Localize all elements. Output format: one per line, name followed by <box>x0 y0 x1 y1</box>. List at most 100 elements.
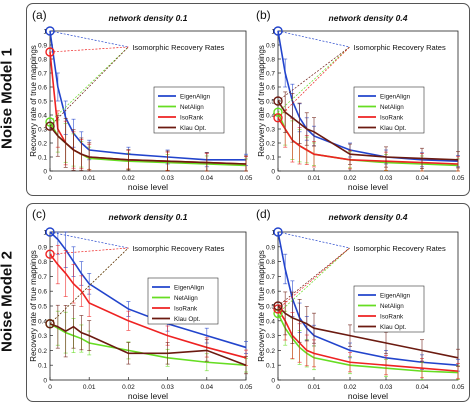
legend-box <box>147 277 219 325</box>
isomorphic-connector <box>277 231 350 249</box>
chart-panel-c: (c) network density 0.1 0 0.1 0.2 0.3 0.4 0.5 0.… <box>29 207 253 401</box>
isomorphic-recovery-marker <box>45 47 55 57</box>
legend-label: EigenAlign <box>380 293 411 300</box>
x-tick-label: 0 <box>276 384 280 391</box>
legend-box <box>353 86 425 134</box>
y-tick-label: 1 <box>271 230 275 237</box>
x-tick-label: 0.05 <box>452 175 465 182</box>
x-tick-label: 0.03 <box>161 175 174 182</box>
isomorphic-recovery-marker <box>273 304 283 314</box>
y-tick-label: 0.6 <box>38 289 47 296</box>
legend-label: Klau Opt. <box>180 125 207 132</box>
y-axis-label: Recovery rate of true mappings <box>257 250 266 362</box>
legend-label: Klau Opt. <box>380 324 407 331</box>
x-tick-label: 0.05 <box>240 175 253 182</box>
legend-label: Klau Opt. <box>380 125 407 132</box>
x-tick-label: 0.04 <box>416 384 429 391</box>
legend-label: IsoRank <box>174 306 198 313</box>
x-tick-label: 0.05 <box>452 384 465 391</box>
x-tick-label: 0.01 <box>308 384 321 391</box>
group-label-noise-model-2: Noise Model 2 <box>0 251 16 352</box>
isomorphic-annotation: Isomorphic Recovery Rates <box>354 43 446 52</box>
isomorphic-recovery-marker <box>45 26 55 36</box>
isomorphic-connector <box>49 46 129 53</box>
x-tick-label: 0.04 <box>416 175 429 182</box>
legend-label: NetAlign <box>380 104 404 111</box>
x-tick-label: 0.02 <box>344 175 357 182</box>
y-tick-label: 0.3 <box>266 333 275 340</box>
isomorphic-connector <box>49 247 129 255</box>
y-tick-label: 0.8 <box>266 259 275 266</box>
y-tick-label: 0.2 <box>38 141 47 148</box>
y-tick-label: 0.3 <box>38 127 47 134</box>
y-tick-label: 0.5 <box>266 304 275 311</box>
legend-box <box>153 86 225 134</box>
y-tick-label: 0 <box>271 169 275 176</box>
isomorphic-connector <box>277 30 350 48</box>
isomorphic-connector <box>49 30 129 48</box>
legend-label: Klau Opt. <box>174 316 201 323</box>
y-tick-label: 0.8 <box>38 57 47 64</box>
y-tick-label: 0.7 <box>38 71 47 78</box>
y-tick-label: 0.2 <box>266 348 275 355</box>
y-tick-label: 0.9 <box>266 244 275 251</box>
chart-panel-d: (d) network density 0.4 0 0.1 0.2 0.3 0.4 0.5 0.… <box>256 207 465 401</box>
series-line-isorank <box>277 117 459 165</box>
x-axis-label: noise level <box>128 182 168 192</box>
isomorphic-connector <box>277 247 350 307</box>
series-line-isorank <box>49 253 247 359</box>
panel-title: network density 0.1 <box>109 212 188 222</box>
isomorphic-connector <box>49 231 129 249</box>
isomorphic-recovery-marker <box>45 319 55 329</box>
x-tick-label: 0.01 <box>308 175 321 182</box>
legend-label: NetAlign <box>180 104 204 111</box>
y-tick-label: 0.6 <box>38 85 47 92</box>
y-tick-label: 0.1 <box>266 155 275 162</box>
series-line-eigenalign <box>277 231 459 366</box>
y-tick-label: 0.9 <box>266 43 275 50</box>
isomorphic-recovery-marker <box>273 227 283 237</box>
isomorphic-connector <box>277 46 350 119</box>
y-tick-label: 0.1 <box>38 363 47 370</box>
y-tick-label: 0.4 <box>38 113 47 120</box>
y-tick-label: 0.4 <box>38 318 47 325</box>
panel-label: (c) <box>32 207 46 221</box>
isomorphic-connector <box>49 46 129 123</box>
x-tick-label: 0.04 <box>200 384 213 391</box>
y-tick-label: 0.2 <box>38 348 47 355</box>
isomorphic-recovery-marker <box>273 113 283 123</box>
x-axis-label: noise level <box>128 391 168 401</box>
y-tick-label: 0.4 <box>266 318 275 325</box>
y-tick-label: 0.4 <box>266 113 275 120</box>
x-axis-label: noise level <box>348 391 388 401</box>
isomorphic-annotation: Isomorphic Recovery Rates <box>354 244 446 253</box>
series-line-eigenalign <box>49 30 246 161</box>
series-line-klau-opt- <box>277 305 459 359</box>
series-line-klau-opt- <box>277 100 459 161</box>
y-tick-label: 0.6 <box>266 85 275 92</box>
x-tick-label: 0.02 <box>344 384 357 391</box>
y-tick-label: 0 <box>43 169 47 176</box>
series-line-netalign <box>49 323 247 366</box>
panel-label: (d) <box>256 207 271 221</box>
panel-label: (a) <box>32 8 47 22</box>
group-box-noise-model-1 <box>26 3 470 196</box>
y-tick-label: 0 <box>43 378 47 385</box>
legend-label: IsoRank <box>180 115 204 122</box>
y-tick-label: 0.3 <box>38 333 47 340</box>
x-tick-label: 0.02 <box>122 384 135 391</box>
y-tick-label: 0.2 <box>266 141 275 148</box>
isomorphic-recovery-marker <box>273 107 283 117</box>
x-tick-label: 0.02 <box>122 175 135 182</box>
y-tick-label: 0.8 <box>266 57 275 64</box>
y-tick-label: 1 <box>271 29 275 36</box>
legend-label: EigenAlign <box>380 94 411 101</box>
isomorphic-connector <box>49 46 129 127</box>
x-tick-label: 0.03 <box>161 384 174 391</box>
x-tick-label: 0 <box>48 175 52 182</box>
panel-title: network density 0.4 <box>329 212 408 222</box>
group-label-noise-model-1: Noise Model 1 <box>0 48 16 149</box>
x-tick-label: 0.05 <box>240 384 253 391</box>
y-tick-label: 0.5 <box>266 99 275 106</box>
y-tick-label: 0.1 <box>266 363 275 370</box>
